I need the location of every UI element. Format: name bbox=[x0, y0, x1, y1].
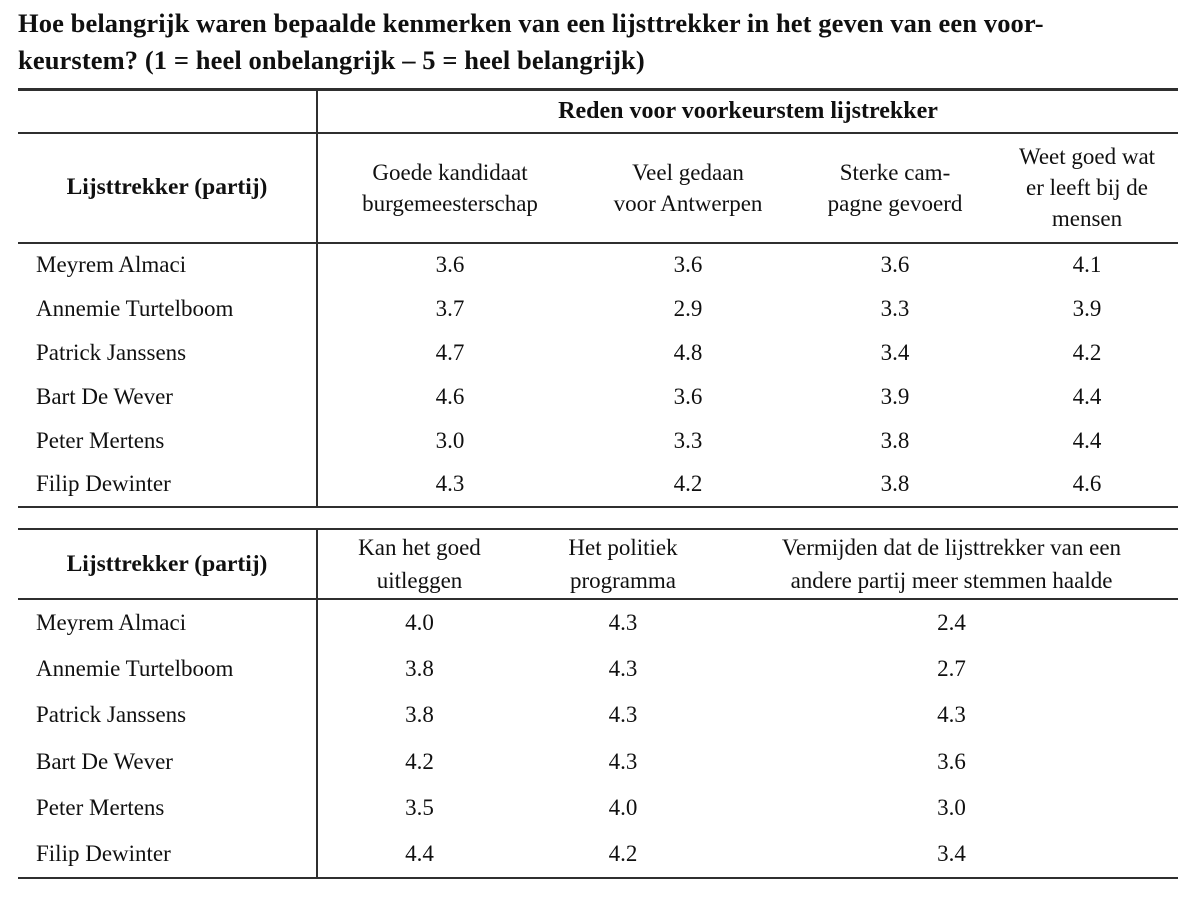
table1-stub-header: Lijsttrekker (partij) bbox=[18, 132, 318, 244]
table1-corner-cell bbox=[18, 89, 318, 134]
table-row: Patrick Janssens 4.7 4.8 3.4 4.2 bbox=[18, 330, 1178, 375]
table1-col-header-veel-gedaan: Veel gedaan voor Antwerpen bbox=[582, 132, 794, 244]
table-row: Bart De Wever 4.6 3.6 3.9 4.4 bbox=[18, 374, 1178, 419]
cell-value: 3.3 bbox=[673, 427, 703, 453]
cell-name: Filip Dewinter bbox=[18, 831, 318, 878]
cell-value: 4.8 bbox=[673, 339, 703, 365]
table-row: Annemie Turtelboom 3.8 4.3 2.7 bbox=[18, 645, 1178, 692]
cell-value: 3.4 bbox=[880, 339, 910, 365]
cell-value: 4.4 bbox=[1072, 427, 1102, 453]
cell-value: 4.6 bbox=[1072, 471, 1102, 496]
table-row: Peter Mertens 3.5 4.0 3.0 bbox=[18, 785, 1178, 832]
cell-value: 4.4 bbox=[1072, 383, 1102, 409]
cell-value: 3.6 bbox=[937, 748, 966, 774]
cell-value: 3.6 bbox=[673, 252, 703, 277]
cell-value: 3.8 bbox=[880, 471, 910, 496]
table2-col-header-politiek-programma: Het politiek programma bbox=[521, 529, 725, 600]
table1-spanning-header: Reden voor voorkeurstem lijstrekker bbox=[317, 89, 1179, 134]
table-row: Filip Dewinter 4.3 4.2 3.8 4.6 bbox=[18, 462, 1178, 507]
cell-value: 3.8 bbox=[405, 702, 434, 728]
cell-value: 4.3 bbox=[608, 609, 638, 635]
cell-value: 3.0 bbox=[937, 795, 966, 821]
cell-name: Meyrem Almaci bbox=[18, 599, 318, 646]
table1-header-row: Lijsttrekker (partij) Goede kandidaat bu… bbox=[18, 132, 1179, 244]
table-row: Annemie Turtelboom 3.7 2.9 3.3 3.9 bbox=[18, 286, 1178, 331]
table1-col-header-weet-goed: Weet goed wat er leeft bij de mensen bbox=[996, 132, 1179, 244]
cell-value: 4.6 bbox=[435, 383, 465, 409]
cell-value: 3.9 bbox=[1072, 295, 1102, 321]
cell-value: 4.1 bbox=[1072, 252, 1102, 277]
cell-value: 4.2 bbox=[405, 748, 434, 774]
page-title: Hoe belangrijk waren bepaalde kenmerken … bbox=[18, 8, 1044, 75]
cell-value: 3.3 bbox=[880, 295, 910, 321]
cell-name: Bart De Wever bbox=[18, 374, 318, 419]
table-voorkeurstem-1: Reden voor voorkeurstem lijstrekker Lijs… bbox=[18, 88, 1179, 508]
cell-value: 4.2 bbox=[608, 841, 638, 867]
table-row: Meyrem Almaci 4.0 4.3 2.4 bbox=[18, 599, 1178, 646]
cell-value: 2.7 bbox=[937, 655, 966, 681]
table-row: Peter Mertens 3.0 3.3 3.8 4.4 bbox=[18, 418, 1178, 463]
cell-name: Annemie Turtelboom bbox=[18, 645, 318, 692]
cell-value: 3.9 bbox=[880, 383, 910, 409]
table1-spanning-row: Reden voor voorkeurstem lijstrekker bbox=[18, 89, 1179, 134]
cell-value: 4.0 bbox=[608, 795, 638, 821]
cell-value: 3.7 bbox=[435, 295, 465, 321]
cell-value: 3.8 bbox=[405, 655, 434, 681]
cell-value: 4.3 bbox=[435, 471, 465, 496]
cell-value: 3.6 bbox=[435, 252, 465, 277]
cell-value: 4.3 bbox=[608, 655, 638, 681]
table1-col-header-sterke-campagne: Sterke cam- pagne gevoerd bbox=[794, 132, 996, 244]
cell-name: Patrick Janssens bbox=[18, 330, 318, 375]
cell-value: 3.6 bbox=[673, 383, 703, 409]
cell-value: 4.4 bbox=[405, 841, 434, 867]
cell-value: 4.2 bbox=[673, 471, 703, 496]
cell-value: 2.9 bbox=[673, 295, 703, 321]
cell-value: 4.3 bbox=[937, 702, 966, 728]
table2-stub-header: Lijsttrekker (partij) bbox=[18, 529, 318, 600]
table-row: Patrick Janssens 3.8 4.3 4.3 bbox=[18, 692, 1178, 739]
cell-value: 4.2 bbox=[1072, 339, 1102, 365]
cell-name: Peter Mertens bbox=[18, 418, 318, 463]
cell-value: 4.7 bbox=[435, 339, 465, 365]
cell-name: Patrick Janssens bbox=[18, 692, 318, 739]
cell-value: 3.4 bbox=[937, 841, 966, 867]
table-row: Bart De Wever 4.2 4.3 3.6 bbox=[18, 738, 1178, 785]
cell-name: Bart De Wever bbox=[18, 738, 318, 785]
cell-name: Filip Dewinter bbox=[18, 462, 318, 507]
cell-value: 3.0 bbox=[435, 427, 465, 453]
table2-header-row: Lijsttrekker (partij) Kan het goed uitle… bbox=[18, 529, 1178, 600]
cell-value: 4.0 bbox=[405, 609, 434, 635]
cell-name: Annemie Turtelboom bbox=[18, 286, 318, 331]
cell-value: 3.5 bbox=[405, 795, 434, 821]
table2-col-header-vermijden: Vermijden dat de lijsttrekker van een an… bbox=[725, 529, 1178, 600]
table-row: Meyrem Almaci 3.6 3.6 3.6 4.1 bbox=[18, 242, 1178, 287]
cell-value: 3.6 bbox=[880, 252, 910, 277]
table1-col-header-goede-kandidaat: Goede kandidaat burgemeesterschap bbox=[317, 132, 582, 244]
table2-col-header-kan-uitleggen: Kan het goed uitleggen bbox=[317, 529, 521, 600]
cell-value: 3.8 bbox=[880, 427, 910, 453]
cell-name: Meyrem Almaci bbox=[18, 242, 318, 287]
cell-value: 2.4 bbox=[937, 609, 966, 635]
cell-value: 4.3 bbox=[608, 702, 638, 728]
cell-value: 4.3 bbox=[608, 748, 638, 774]
cell-name: Peter Mertens bbox=[18, 785, 318, 832]
table-voorkeurstem-2: Lijsttrekker (partij) Kan het goed uitle… bbox=[18, 528, 1178, 879]
table-row: Filip Dewinter 4.4 4.2 3.4 bbox=[18, 831, 1178, 878]
